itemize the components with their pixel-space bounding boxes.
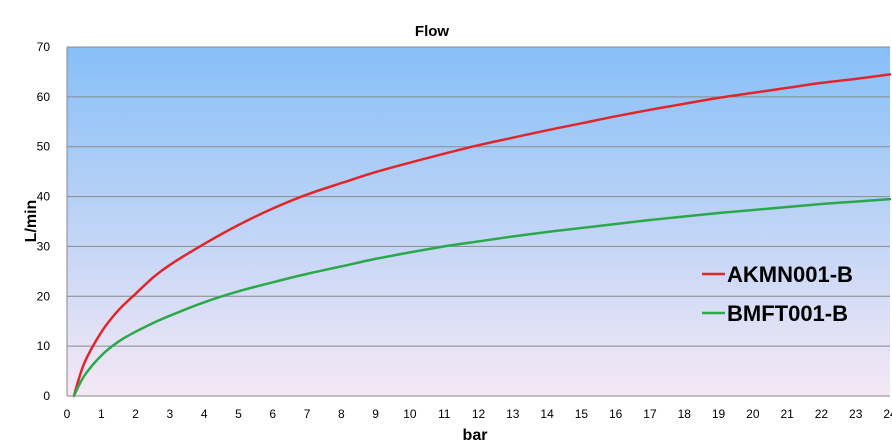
legend: AKMN001-B BMFT001-B <box>702 262 853 326</box>
x-tick-label: 16 <box>609 407 623 421</box>
chart-title: Flow <box>415 23 449 40</box>
x-tick-label: 4 <box>201 407 208 421</box>
x-tick-label: 22 <box>815 407 829 421</box>
x-tick-label: 13 <box>506 407 520 421</box>
legend-label: AKMN001-B <box>727 262 853 287</box>
y-tick-label: 30 <box>37 239 51 253</box>
x-tick-label: 23 <box>849 407 863 421</box>
x-tick-label: 6 <box>269 407 276 421</box>
x-tick-label: 7 <box>304 407 311 421</box>
series-lines <box>72 73 892 398</box>
x-tick-label: 8 <box>338 407 345 421</box>
x-tick-label: 1 <box>98 407 105 421</box>
x-tick-label: 18 <box>678 407 692 421</box>
x-tick-label: 2 <box>132 407 139 421</box>
legend-label: BMFT001-B <box>727 301 848 326</box>
x-tick-label: 14 <box>540 407 554 421</box>
x-tick-label: 9 <box>372 407 379 421</box>
x-tick-label: 12 <box>472 407 486 421</box>
x-ticks: 0123456789101112131415161718192021222324 <box>64 407 892 421</box>
x-tick-label: 19 <box>712 407 726 421</box>
x-tick-label: 21 <box>780 407 794 421</box>
y-axis-title: L/min <box>23 200 40 243</box>
y-tick-label: 70 <box>37 40 51 54</box>
x-axis-title: bar <box>463 427 488 443</box>
x-tick-label: 15 <box>575 407 589 421</box>
x-tick-label: 17 <box>643 407 657 421</box>
y-tick-label: 0 <box>43 389 50 403</box>
y-ticks: 0 10 20 30 40 50 60 70 <box>37 40 51 403</box>
x-tick-label: 0 <box>64 407 71 421</box>
series-line-bmft001-b <box>72 197 892 398</box>
x-tick-label: 10 <box>403 407 417 421</box>
x-tick-label: 20 <box>746 407 760 421</box>
y-tick-label: 40 <box>37 190 51 204</box>
y-tick-label: 50 <box>37 140 51 154</box>
y-tick-label: 10 <box>37 339 51 353</box>
y-tick-label: 20 <box>37 289 51 303</box>
x-tick-label: 5 <box>235 407 242 421</box>
gridlines <box>67 46 890 347</box>
series-line-akmn001-b <box>72 73 892 398</box>
x-tick-label: 24 <box>883 407 892 421</box>
x-tick-label: 11 <box>438 407 451 421</box>
x-tick-label: 3 <box>167 407 174 421</box>
y-tick-label: 60 <box>37 90 51 104</box>
plot-area <box>67 47 890 396</box>
